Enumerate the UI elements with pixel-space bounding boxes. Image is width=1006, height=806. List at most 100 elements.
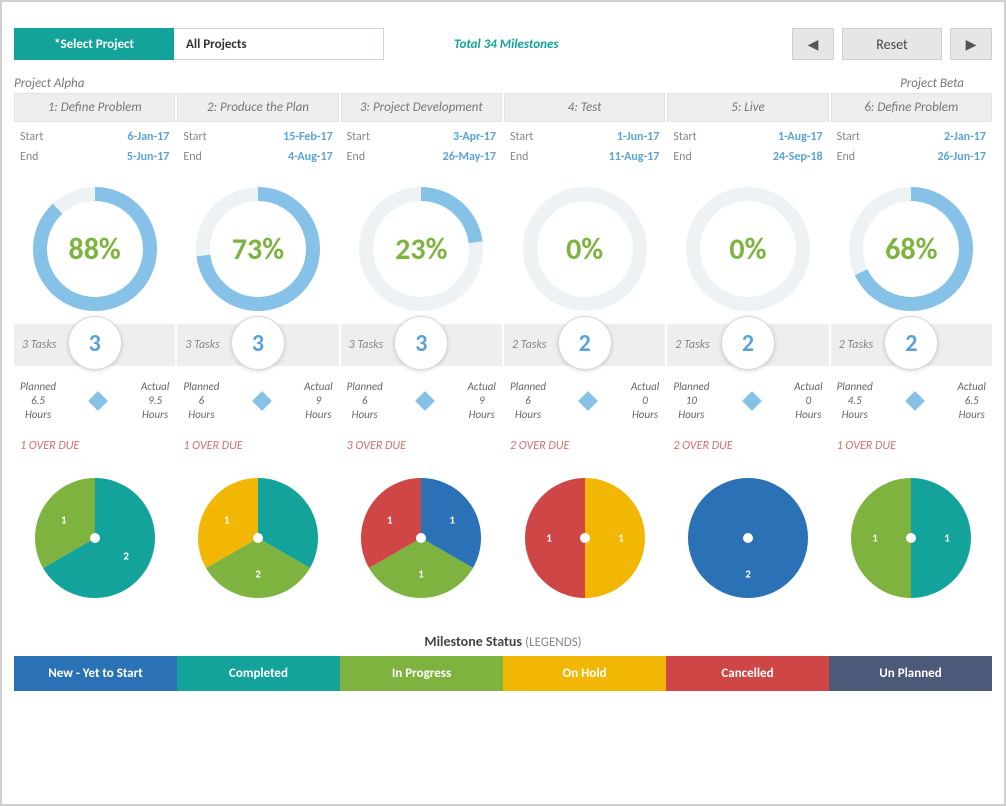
prev-button[interactable]: ◀: [792, 28, 834, 60]
reset-button[interactable]: Reset: [842, 28, 942, 60]
chevron-left-icon: ◀: [808, 36, 819, 53]
actual-hours: Actual9.5Hours: [141, 380, 169, 421]
overdue-label: 1 OVER DUE: [14, 425, 175, 457]
svg-text:1: 1: [546, 532, 552, 545]
planned-hours: Planned6Hours: [347, 380, 383, 421]
next-button[interactable]: ▶: [950, 28, 992, 60]
legend-item: New - Yet to Start: [14, 656, 177, 691]
end-label: End: [510, 150, 528, 164]
progress-pct: 68%: [885, 231, 937, 268]
end-value: 26-May-17: [443, 150, 496, 164]
svg-text:1: 1: [618, 532, 624, 545]
legend-item: Un Planned: [829, 656, 992, 691]
actual-hours: Actual9Hours: [304, 380, 332, 421]
phase-dates: Start 1-Jun-17 End 11-Aug-17: [504, 122, 665, 174]
tasks-count-badge: 3: [394, 316, 448, 370]
start-value: 1-Jun-17: [617, 130, 659, 144]
diamond-icon: [89, 391, 109, 411]
phase-title: 1: Define Problem: [14, 93, 175, 122]
end-label: End: [673, 150, 691, 164]
end-value: 11-Aug-17: [609, 150, 660, 164]
svg-text:1: 1: [387, 514, 393, 527]
phase-dates: Start15-Feb-17 End4-Aug-17: [177, 122, 338, 174]
start-label: Start: [510, 130, 533, 144]
hours-row: Planned6Hours Actual9Hours: [177, 366, 338, 425]
progress-donut: 68%: [831, 174, 992, 324]
start-value: 1-Aug-17: [778, 130, 823, 144]
status-pie: 1 1 1: [341, 463, 502, 613]
tasks-bar: 3 Tasks 3: [14, 324, 175, 366]
tasks-count-badge: 3: [231, 316, 285, 370]
end-value: 4-Aug-17: [288, 150, 333, 164]
hours-row: Planned6Hours Actual9Hours: [341, 366, 502, 425]
legend-title-text: Milestone Status: [424, 633, 522, 650]
phase-card: 1: Define Problem Start 6-Jan-17 End 5-Jun-…: [14, 93, 175, 457]
actual-hours: Actual0Hours: [794, 380, 822, 421]
end-value: 26-Jun-17: [937, 150, 986, 164]
tasks-bar: 2 Tasks 2: [831, 324, 992, 366]
progress-donut: 0%: [504, 174, 665, 324]
legend-item: Completed: [177, 656, 340, 691]
phase-title: 5: Live: [667, 93, 828, 122]
status-pie: 11: [831, 463, 992, 613]
legend-item: In Progress: [340, 656, 503, 691]
legend-row: New - Yet to StartCompletedIn ProgressOn…: [14, 656, 992, 691]
phase-dates: Start 6-Jan-17 End 5-Jun-17: [14, 122, 175, 174]
legend-title: Milestone Status (LEGENDS): [8, 633, 998, 650]
start-label: Start: [20, 130, 43, 144]
svg-text:1: 1: [945, 532, 951, 545]
progress-pct: 0%: [566, 231, 603, 268]
start-value: 3-Apr-17: [453, 130, 496, 144]
phase-title: 2: Produce the Plan: [177, 93, 338, 122]
tasks-count-badge: 3: [68, 316, 122, 370]
all-projects-button[interactable]: All Projects: [174, 28, 384, 60]
project-labels: Project Alpha Project Beta: [14, 76, 992, 91]
progress-donut: 0%: [667, 174, 828, 324]
phase-card: 2: Produce the PlanStart15-Feb-17 End4-A…: [177, 93, 338, 457]
tasks-count-badge: 2: [721, 316, 775, 370]
start-label: Start: [673, 130, 696, 144]
svg-text:1: 1: [419, 568, 425, 581]
phase-card: 6: Define ProblemStart2-Jan-17 End26-Jun…: [831, 93, 992, 457]
select-project-button[interactable]: *Select Project: [14, 28, 174, 60]
tasks-count-badge: 2: [884, 316, 938, 370]
actual-hours: Actual6.5Hours: [957, 380, 985, 421]
overdue-label: 1 OVER DUE: [177, 425, 338, 457]
tasks-label: 3 Tasks: [349, 338, 383, 352]
legend-item: Cancelled: [666, 656, 829, 691]
milestone-total-label: Total 34 Milestones: [454, 37, 558, 52]
hours-row: Planned6.5Hours Actual9.5Hours: [14, 366, 175, 425]
svg-text:1: 1: [61, 514, 67, 527]
tasks-bar: 3 Tasks 3: [177, 324, 338, 366]
planned-hours: Planned10Hours: [673, 380, 709, 421]
end-value: 5-Jun-17: [127, 150, 169, 164]
tasks-label: 2 Tasks: [839, 338, 873, 352]
diamond-icon: [252, 391, 272, 411]
start-label: Start: [837, 130, 860, 144]
tasks-bar: 3 Tasks 3: [341, 324, 502, 366]
svg-text:1: 1: [450, 514, 456, 527]
legend-item: On Hold: [503, 656, 666, 691]
start-value: 2-Jan-17: [944, 130, 986, 144]
progress-donut: 73%: [177, 174, 338, 324]
overdue-label: 3 OVER DUE: [341, 425, 502, 457]
status-pie: 2: [667, 463, 828, 613]
end-label: End: [837, 150, 855, 164]
planned-hours: Planned6Hours: [183, 380, 219, 421]
legend-subtitle: (LEGENDS): [525, 635, 581, 650]
start-value: 6-Jan-17: [127, 130, 169, 144]
tasks-count-badge: 2: [558, 316, 612, 370]
svg-text:1: 1: [873, 532, 879, 545]
planned-hours: Planned4.5Hours: [837, 380, 873, 421]
tasks-bar: 2 Tasks 2: [504, 324, 665, 366]
status-pie: 21: [14, 463, 175, 613]
tasks-label: 2 Tasks: [512, 338, 546, 352]
top-bar: *Select Project All Projects Total 34 Mi…: [14, 26, 992, 62]
phase-dates: Start1-Aug-17 End24-Sep-18: [667, 122, 828, 174]
phase-card: 3: Project DevelopmentStart3-Apr-17 End2…: [341, 93, 502, 457]
status-pie: 21: [177, 463, 338, 613]
end-label: End: [20, 150, 38, 164]
tasks-label: 3 Tasks: [185, 338, 219, 352]
phase-title: 3: Project Development: [341, 93, 502, 122]
overdue-label: 2 OVER DUE: [504, 425, 665, 457]
